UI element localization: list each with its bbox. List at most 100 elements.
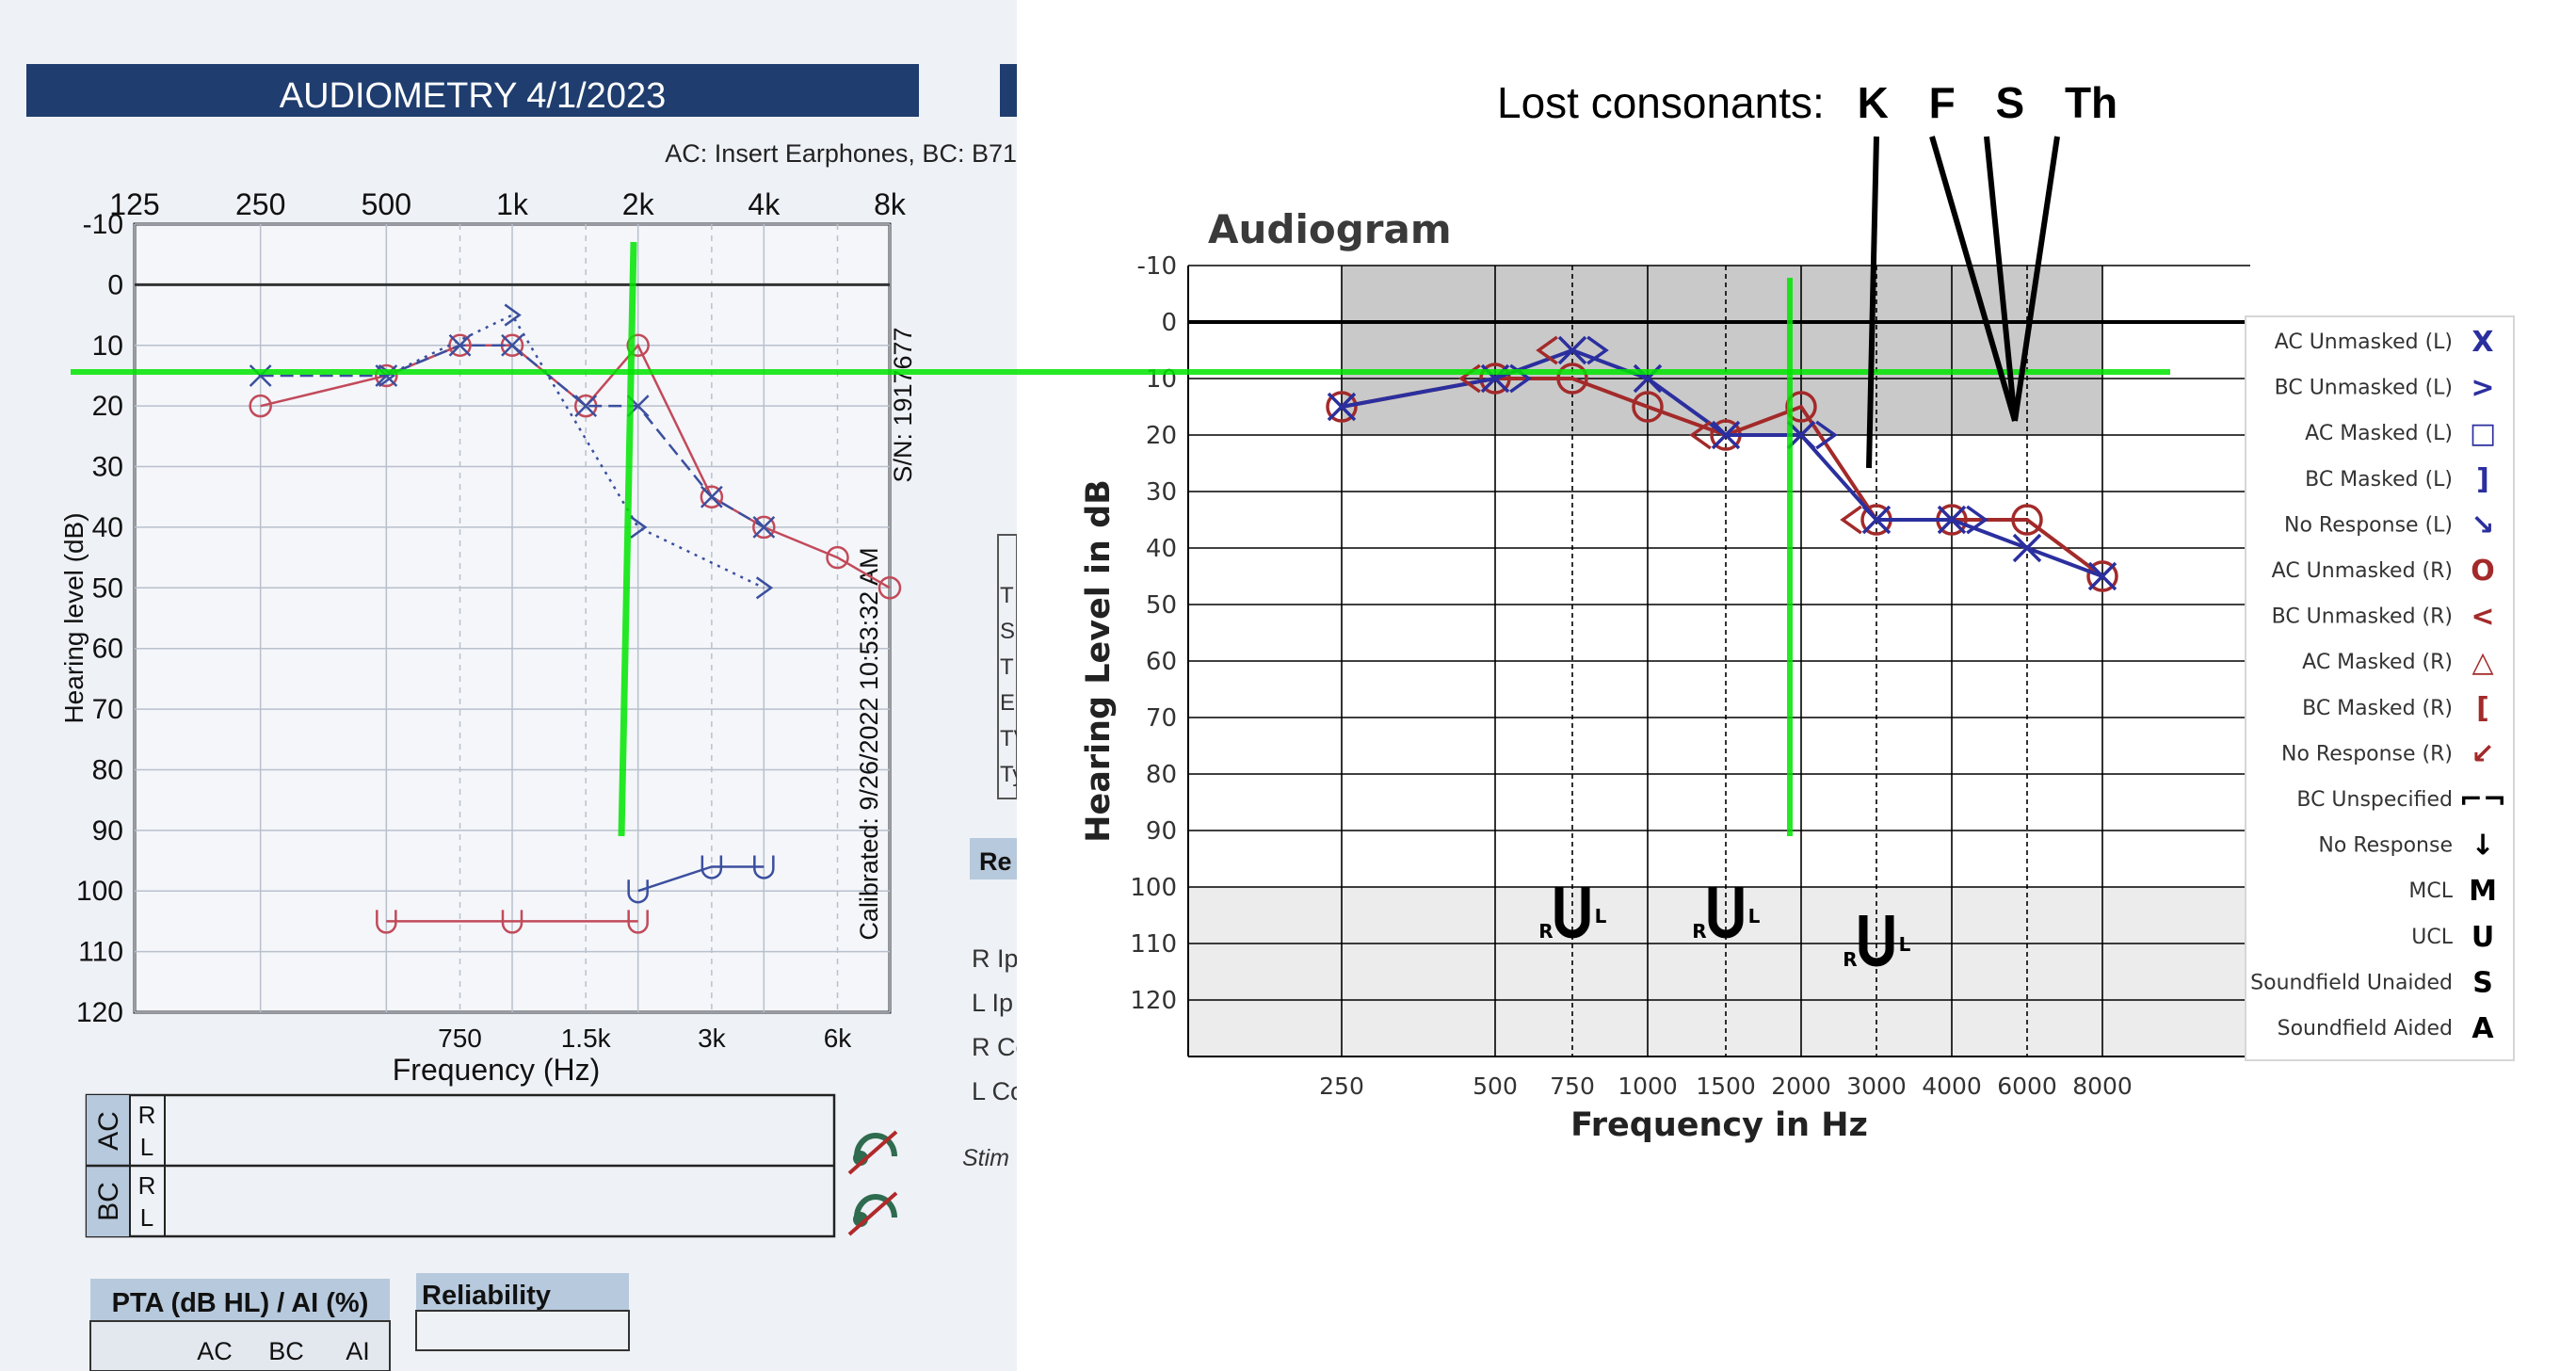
ucl-ear-left: L (1595, 905, 1607, 927)
photo-series-point (448, 333, 472, 357)
headphone-band (854, 1194, 897, 1218)
legend-symbol: [ (2476, 692, 2489, 725)
legend-symbol: < (2471, 601, 2494, 634)
legend-symbol: ↘ (2471, 508, 2494, 541)
table-ear-label: R (138, 1171, 156, 1200)
lost-consonants-label: Lost consonants: (1497, 78, 1825, 127)
side-fragment-text: TV (1000, 726, 1017, 751)
legend-label: AC Masked (R) (2302, 651, 2453, 674)
pta-header-bg (90, 1279, 390, 1321)
re-header-bg (970, 838, 1017, 879)
photo-y-tick: 90 (92, 815, 123, 847)
digital-x-label: Frequency in Hz (1570, 1106, 1868, 1144)
stim-fragment: Stim (962, 1145, 1009, 1171)
pta-title: PTA (dB HL) / AI (%) (112, 1288, 369, 1318)
photo-y-tick: 80 (92, 754, 123, 785)
consonant-s: S (1995, 78, 2025, 127)
photo-series-point (504, 303, 522, 327)
photo-bottom-tick: 1.5k (561, 1024, 612, 1053)
legend-label: BC Unspecified (2296, 788, 2453, 812)
digital-x-tick: 250 (1319, 1073, 1364, 1100)
consonant-th: Th (2064, 78, 2118, 127)
digital-y-tick: 20 (1146, 422, 1177, 450)
photo-ucl-line (637, 865, 765, 893)
legend-symbol: U (2471, 921, 2494, 954)
legend-label: Soundfield Unaided (2250, 971, 2453, 994)
consonant-k: K (1857, 78, 1889, 127)
photo-y-tick: 120 (76, 997, 123, 1028)
digital-series-point (2086, 560, 2118, 592)
pta-col-header: AC (197, 1337, 233, 1365)
photo-ucl-symbol (627, 879, 649, 904)
photo-series-point (375, 364, 398, 387)
digital-series-point (1327, 392, 1357, 422)
legend-symbol: M (2469, 875, 2497, 908)
legend-label: Soundfield Aided (2278, 1017, 2453, 1040)
reliability-box (415, 1310, 630, 1351)
pointer-f (1929, 136, 2018, 422)
digital-y-tick: 120 (1130, 987, 1177, 1015)
legend-symbol: ↓ (2471, 830, 2494, 863)
photo-bottom-tick: 750 (438, 1024, 482, 1053)
legend-symbol: O (2471, 555, 2495, 588)
form-title-bar-edge (1000, 64, 1017, 117)
digital-series-point (1815, 420, 1838, 450)
re-row-text: L Co (972, 1077, 1017, 1105)
ucl-symbol (1708, 887, 1744, 939)
digital-series-point (2011, 504, 2043, 536)
reliability-title: Reliability (422, 1281, 551, 1311)
re-fragment: Re (979, 847, 1012, 876)
digital-series-point (1689, 420, 1712, 450)
digital-series-point (1711, 420, 1741, 450)
photo-series-point (249, 394, 272, 418)
photo-y-tick: 100 (76, 876, 123, 907)
digital-series-point (2012, 533, 2042, 563)
photo-y-tick: -10 (83, 209, 123, 240)
legend-label: BC Unmasked (R) (2272, 605, 2453, 629)
ucl-symbol (1859, 915, 1894, 967)
legend-label: No Response (L) (2284, 513, 2453, 537)
photo-x-label: Frequency (Hz) (393, 1053, 601, 1087)
photo-series-point (755, 576, 774, 600)
photo-bottom-tick: 3k (698, 1024, 727, 1053)
audiogram-legend: AC Unmasked (L) X BC Unmasked (L) > AC Maske… (2245, 315, 2515, 1061)
side-fragment-text: S (1000, 619, 1015, 644)
digital-x-tick: 500 (1473, 1073, 1518, 1100)
photo-top-tick: 8k (874, 187, 907, 221)
legend-symbol: X (2471, 326, 2493, 359)
photo-y-tick: 60 (92, 634, 123, 665)
table-group-label: AC (93, 1111, 124, 1151)
photo-top-tick: 125 (109, 187, 159, 221)
digital-y-tick: 40 (1146, 535, 1177, 563)
photo-ucl-symbol (753, 855, 775, 879)
re-row-text: R Co (972, 1033, 1017, 1061)
table-group-label: BC (93, 1182, 124, 1221)
ucl-ear-left: L (1748, 905, 1761, 927)
legend-frame (2245, 315, 2515, 1061)
side-table-fragment (997, 534, 1017, 799)
form-title: AUDIOMETRY 4/1/2023 (280, 76, 666, 116)
digital-grid (1188, 265, 2250, 1056)
digital-y-tick: 50 (1146, 591, 1177, 620)
headphone-icon (847, 1130, 898, 1175)
photo-ucl-symbol (501, 910, 523, 934)
digital-y-tick: -10 (1137, 252, 1177, 281)
legend-label: No Response (2318, 834, 2453, 858)
pta-body (89, 1320, 391, 1371)
photo-series-point (626, 333, 650, 358)
digital-y-tick: 80 (1146, 761, 1177, 789)
digital-series-point (1556, 363, 1588, 395)
photo-y-tick: 0 (107, 269, 123, 300)
digital-series-point (1557, 335, 1587, 365)
photo-series-point (249, 364, 272, 387)
photo-audiogram: AUDIOMETRY 4/1/2023 AC: Insert Earphones,… (26, 64, 1017, 1371)
ucl-symbol (1554, 887, 1590, 939)
ucl-ear-right: R (1538, 920, 1553, 943)
form-title-bar (26, 64, 919, 117)
legend-label: No Response (R) (2281, 742, 2453, 766)
photo-bottom-tick: 6k (824, 1024, 853, 1053)
photo-series-point (752, 516, 776, 539)
photo-series-point (501, 333, 523, 357)
